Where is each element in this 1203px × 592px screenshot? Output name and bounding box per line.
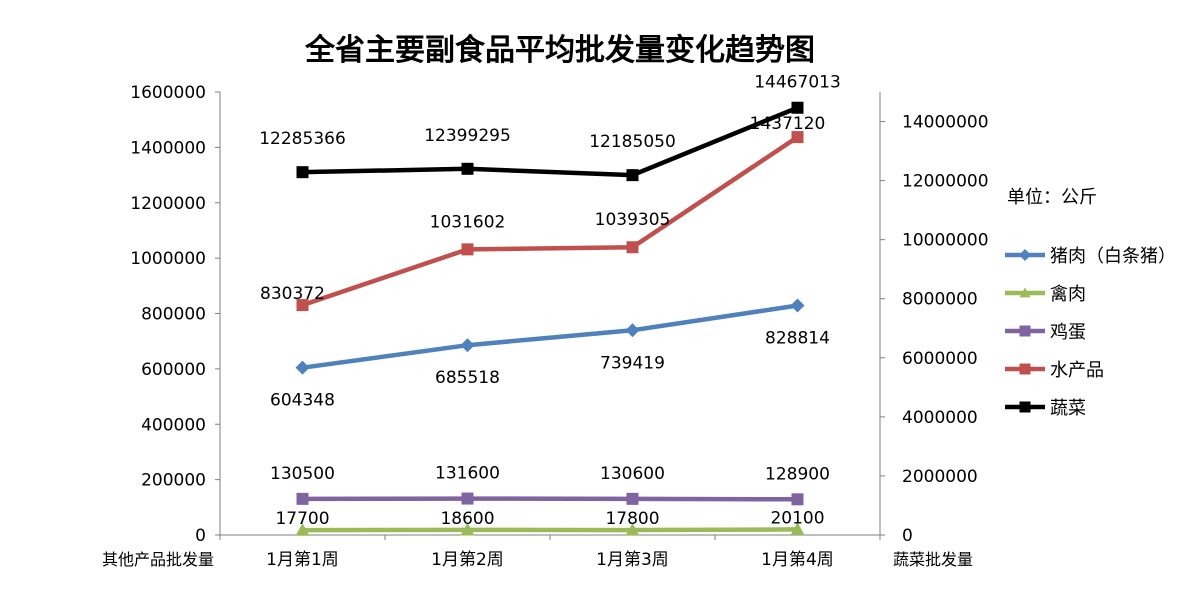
series-line (302, 303, 798, 370)
data-point-marker (790, 298, 805, 313)
legend-label: 禽肉 (1050, 284, 1086, 305)
legend-label: 水产品 (1050, 360, 1104, 381)
data-point-marker (791, 101, 804, 114)
data-label: 17800 (605, 509, 659, 529)
data-point-marker (295, 360, 310, 375)
data-point-marker (296, 166, 309, 179)
legend-swatch-marker (1019, 325, 1031, 337)
data-point-marker (460, 522, 475, 536)
data-point-marker (626, 169, 639, 182)
data-point-marker (791, 131, 804, 144)
x-tick-label: 1月第2周 (431, 550, 504, 570)
data-point-marker (626, 492, 639, 505)
data-label: 131600 (435, 464, 500, 484)
data-point-marker (461, 162, 474, 175)
legend-item: 蔬菜 (1005, 398, 1086, 419)
data-point-marker (790, 522, 805, 536)
legend-swatch-marker (1019, 249, 1031, 261)
axes: 0 200000 400000 600000 800000 1000000 1200000 1… (102, 83, 989, 570)
left-tick-label: 1600000 (130, 83, 206, 103)
legend-swatch-marker (1019, 363, 1031, 375)
data-label: 14467013 (754, 73, 841, 93)
left-tick-label: 200000 (141, 471, 206, 491)
x-tick-label: 1月第3周 (596, 550, 669, 570)
series-2 (296, 492, 804, 506)
series-line (302, 496, 798, 502)
data-point-marker (295, 523, 310, 536)
data-label: 18600 (440, 509, 494, 529)
series-1 (295, 522, 805, 536)
data-label: 1437120 (750, 114, 826, 134)
legend-label: 蔬菜 (1050, 398, 1086, 419)
data-label: 12399295 (424, 126, 511, 146)
left-tick-label: 1000000 (130, 249, 206, 269)
data-label: 17700 (275, 509, 329, 529)
data-label: 1031602 (430, 212, 506, 232)
legend-label: 猪肉（白条猪） (1050, 246, 1176, 267)
series-line (302, 527, 798, 533)
data-point-marker (296, 492, 309, 505)
data-label: 685518 (435, 368, 500, 388)
right-tick-label: 12000000 (902, 172, 989, 192)
right-tick-label: 8000000 (902, 290, 978, 310)
data-label: 128900 (765, 464, 830, 484)
left-tick-label: 800000 (141, 305, 206, 325)
legend-item: 水产品 (1005, 360, 1104, 381)
x-tick-label: 1月第1周 (266, 550, 339, 570)
right-tick-label: 10000000 (902, 231, 989, 251)
data-point-marker (791, 493, 804, 506)
data-label: 12185050 (589, 132, 676, 152)
legend-item: 禽肉 (1005, 284, 1086, 305)
left-tick-label: 600000 (141, 360, 206, 380)
right-tick-label: 6000000 (902, 349, 978, 369)
series-3 (296, 131, 804, 312)
data-point-marker (626, 241, 639, 254)
data-point-marker (461, 243, 474, 256)
left-tick-label: 1400000 (130, 138, 206, 158)
right-tick-label: 14000000 (902, 113, 989, 133)
legend-swatch-marker (1019, 401, 1031, 413)
left-axis-title: 其他产品批发量 (102, 550, 214, 569)
data-label: 828814 (765, 329, 830, 349)
data-label: 130600 (600, 464, 665, 484)
legend-swatch-marker (1019, 287, 1031, 298)
legend-item: 鸡蛋 (1005, 322, 1086, 343)
right-tick-label: 0 (902, 526, 913, 546)
data-point-marker (460, 338, 475, 353)
data-point-marker (625, 523, 640, 536)
data-label: 830372 (260, 284, 325, 304)
data-label: 130500 (270, 464, 335, 484)
data-label: 1039305 (595, 210, 671, 230)
series-0 (295, 298, 805, 375)
left-tick-label: 0 (195, 526, 206, 546)
chart-title: 全省主要副食品平均批发量变化趋势图 (304, 33, 815, 68)
data-labels: 604348 685518 739419 828814 17700 18600 17800 2… (259, 73, 841, 529)
data-label: 20100 (770, 508, 824, 528)
series-4 (296, 101, 804, 182)
series-line (302, 105, 799, 178)
data-point-marker (625, 323, 640, 338)
left-tick-label: 1200000 (130, 194, 206, 214)
right-tick-label: 4000000 (902, 408, 978, 428)
x-tick-label: 1月第4周 (761, 550, 834, 570)
legend-label: 鸡蛋 (1050, 322, 1086, 343)
series-line (301, 135, 799, 308)
data-label: 604348 (270, 391, 335, 411)
data-point-marker (296, 299, 309, 312)
data-point-marker (461, 492, 474, 505)
unit-note: 单位：公斤 (1007, 187, 1097, 208)
right-axis-title: 蔬菜批发量 (893, 550, 973, 569)
left-tick-label: 400000 (141, 415, 206, 435)
data-label: 739419 (600, 353, 665, 373)
series-lines (295, 101, 805, 536)
legend-item: 猪肉（白条猪） (1005, 246, 1176, 267)
right-tick-label: 2000000 (902, 467, 978, 487)
data-label: 12285366 (259, 129, 346, 149)
